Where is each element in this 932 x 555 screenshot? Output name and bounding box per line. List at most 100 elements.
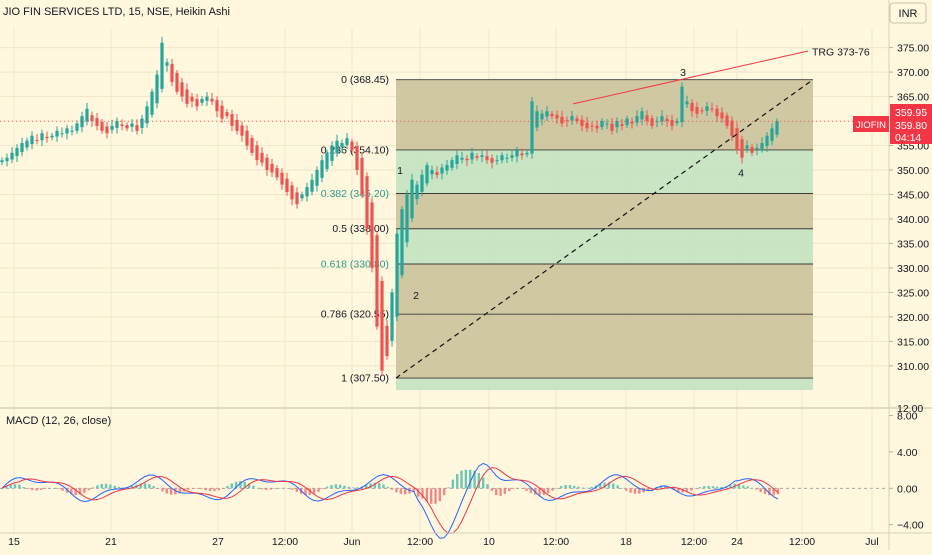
macd-histogram-bar xyxy=(208,488,212,492)
macd-histogram-bar xyxy=(343,485,346,489)
price-tag: JIOFIN 359.95 359.80 04:14 xyxy=(853,104,932,144)
wave-label: 1 xyxy=(397,165,403,177)
candle-body xyxy=(5,157,9,162)
macd-histogram-bar xyxy=(442,488,446,496)
macd-histogram-bar xyxy=(282,487,285,489)
candle-body xyxy=(580,119,584,126)
macd-histogram-bar xyxy=(750,487,754,489)
macd-histogram-bar xyxy=(455,474,459,489)
candle-body xyxy=(540,113,544,120)
candle-body xyxy=(755,147,759,150)
macd-histogram-bar xyxy=(351,487,355,489)
fibonacci-retracement: 0 (368.45)0.236 (354.10)0.382 (345.20)0.… xyxy=(321,74,813,391)
time-tick-label: Jul xyxy=(865,536,878,548)
macd-histogram-bar xyxy=(386,486,390,489)
macd-histogram-bar xyxy=(187,488,190,490)
macd-histogram-bar xyxy=(508,488,511,492)
price-tick-label: 320.00 xyxy=(897,312,929,324)
macd-histogram-bar xyxy=(109,484,112,489)
candle-body xyxy=(765,135,769,147)
candle-body xyxy=(75,123,79,131)
macd-histogram-bar xyxy=(633,488,637,494)
wave-label: 4 xyxy=(738,167,744,179)
price-tick-label: 365.00 xyxy=(897,92,929,104)
candle-body xyxy=(600,121,604,128)
candle-body xyxy=(660,116,664,122)
macd-histogram-bar xyxy=(117,486,121,489)
candle-body xyxy=(265,157,269,170)
macd-histogram-bar xyxy=(143,483,147,489)
currency-button-label[interactable]: INR xyxy=(899,8,918,20)
macd-histogram-bar xyxy=(586,487,589,489)
candle-body xyxy=(530,101,534,154)
candle-body xyxy=(475,156,479,158)
fib-level-label: 0.5 (338.00) xyxy=(332,223,389,235)
candle-body xyxy=(25,140,29,148)
macd-histogram-bar xyxy=(247,483,251,489)
macd-histogram-bar xyxy=(104,483,108,489)
macd-histogram-bar xyxy=(772,488,775,496)
candle-body xyxy=(10,152,14,160)
candle-body xyxy=(450,160,454,168)
wave-label: 3 xyxy=(680,67,686,79)
candle-body xyxy=(40,133,44,141)
macd-histogram-bar xyxy=(382,484,385,489)
candle-body xyxy=(155,74,159,104)
macd-histogram-bar xyxy=(416,488,420,497)
candle-body xyxy=(105,126,109,134)
macd-histogram-bar xyxy=(52,488,56,489)
candle-body xyxy=(575,118,579,122)
candle-body xyxy=(730,120,734,136)
candle-body xyxy=(190,96,194,102)
candle-body xyxy=(400,209,404,276)
macd-histogram-bar xyxy=(87,488,90,491)
macd-histogram-bar xyxy=(390,488,394,490)
candle-body xyxy=(525,152,529,155)
candle-body xyxy=(465,158,469,161)
candle-body xyxy=(115,121,119,128)
macd-histogram-bar xyxy=(399,488,403,494)
macd-histogram-bar xyxy=(694,488,697,489)
candle-body xyxy=(285,178,289,193)
fib-level-label: 0.618 (330.80) xyxy=(321,258,389,270)
macd-histogram-bar xyxy=(217,488,220,491)
candle-body xyxy=(720,112,724,119)
macd-histogram-bar xyxy=(61,488,64,491)
candle-body xyxy=(550,113,554,117)
currency-button-frame[interactable] xyxy=(889,2,927,24)
price-tick-label: 315.00 xyxy=(897,336,929,348)
macd-top-edge-label: 12.00 xyxy=(897,403,923,415)
macd-histogram-bar xyxy=(685,488,689,492)
candle-body xyxy=(510,155,514,158)
fib-level-label: 0 (368.45) xyxy=(341,74,389,86)
macd-histogram-bar xyxy=(776,488,780,495)
candle-body xyxy=(435,172,439,175)
currency-button[interactable]: INR xyxy=(889,2,927,24)
candle-body xyxy=(485,156,489,161)
macd-histogram-bar xyxy=(113,485,116,489)
candle-body xyxy=(65,128,69,134)
macd-histogram-bar xyxy=(204,488,207,491)
macd-histogram-bar xyxy=(35,488,38,491)
macd-histogram-bar xyxy=(703,486,706,489)
candle-body xyxy=(715,108,719,117)
time-axis[interactable]: 15 21 27 12:00 Jun 12:00 10 12:00 18 12:00 24 12:00… xyxy=(0,532,932,548)
macd-histogram-bar xyxy=(560,486,563,489)
candle-body xyxy=(310,179,314,192)
macd-histogram-bar xyxy=(616,485,619,489)
macd-histogram-bar xyxy=(473,470,476,489)
candle-body xyxy=(365,176,369,229)
candle-body xyxy=(85,108,89,122)
macd-histogram-bar xyxy=(195,488,199,489)
candle-body xyxy=(390,292,394,341)
macd-histogram-bar xyxy=(130,485,134,489)
macd-histogram-bar xyxy=(447,487,450,489)
candle-body xyxy=(185,89,189,104)
candle-body xyxy=(50,135,54,138)
macd-histogram-bar xyxy=(286,488,290,489)
candle-body xyxy=(350,141,354,151)
candle-body xyxy=(415,184,419,200)
macd-histogram-bar xyxy=(369,483,372,489)
macd-histogram-bar xyxy=(317,488,320,492)
